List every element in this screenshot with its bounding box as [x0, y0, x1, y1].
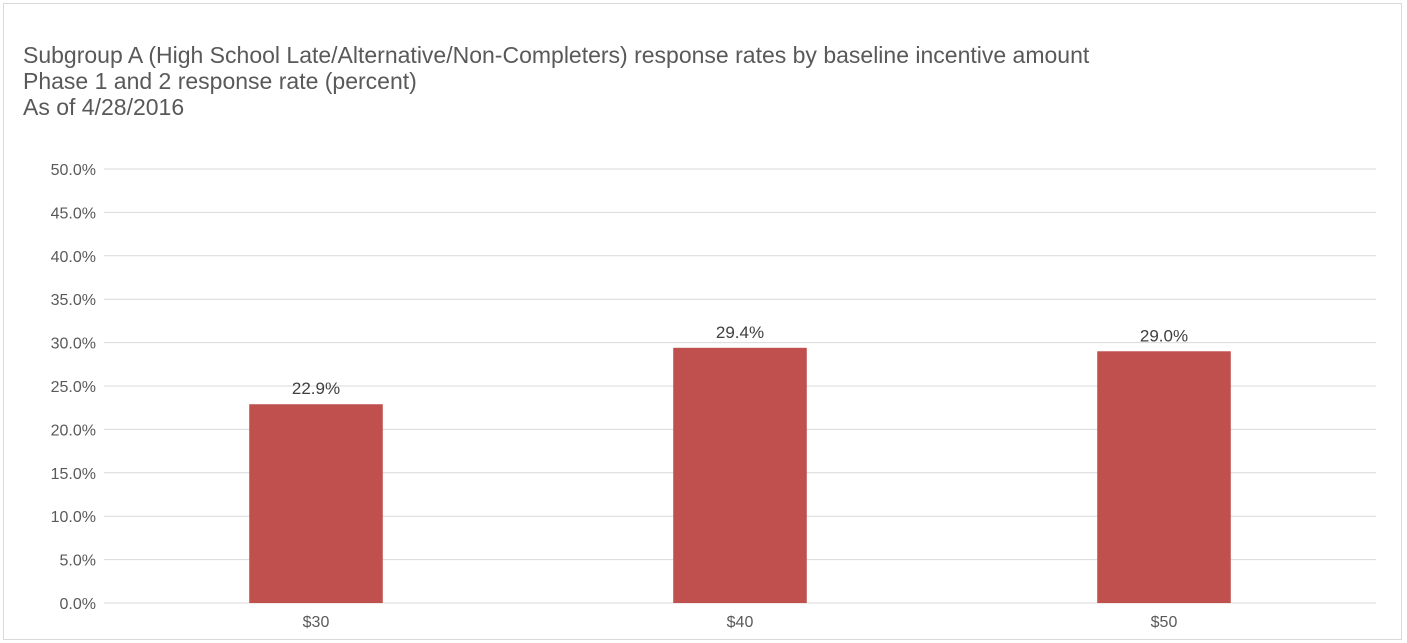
chart-title-line-3: As of 4/28/2016 [23, 94, 185, 120]
bar [249, 404, 383, 603]
chart-title: Subgroup A (High School Late/Alternative… [23, 42, 1089, 120]
bar [673, 347, 807, 603]
y-tick-label: 10.0% [51, 509, 96, 526]
y-tick-label: 15.0% [51, 466, 96, 483]
y-tick-label: 0.0% [60, 596, 96, 613]
bar [1097, 351, 1231, 603]
y-tick-label: 20.0% [51, 422, 96, 439]
x-tick-label: $30 [303, 614, 330, 631]
x-tick-label: $40 [727, 614, 754, 631]
y-tick-label: 25.0% [51, 379, 96, 396]
chart-title-line-1: Subgroup A (High School Late/Alternative… [23, 42, 1090, 68]
y-tick-label: 35.0% [51, 292, 96, 309]
data-label: 22.9% [292, 379, 340, 398]
x-tick-label: $50 [1151, 614, 1178, 631]
y-tick-label: 5.0% [60, 553, 96, 570]
y-tick-label: 40.0% [51, 249, 96, 266]
data-label: 29.4% [716, 323, 764, 342]
y-tick-label: 50.0% [51, 162, 96, 179]
chart-title-line-2: Phase 1 and 2 response rate (percent) [23, 68, 417, 94]
data-label: 29.0% [1140, 326, 1188, 345]
y-tick-label: 30.0% [51, 336, 96, 353]
y-tick-label: 45.0% [51, 205, 96, 222]
